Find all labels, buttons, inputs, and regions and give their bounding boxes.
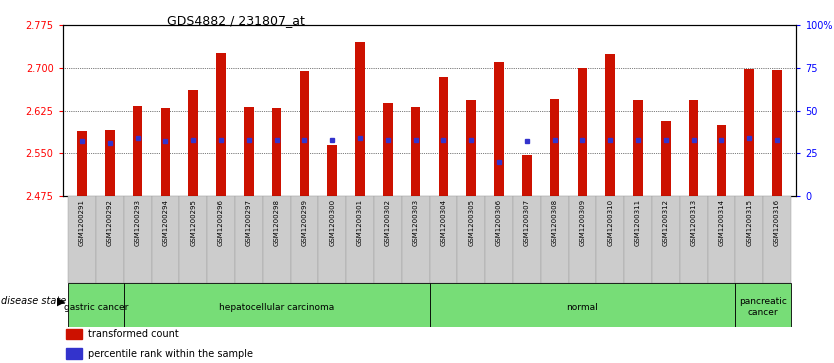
Bar	[605, 54, 615, 196]
Text: hepatocellular carcinoma: hepatocellular carcinoma	[219, 303, 334, 311]
Bar	[522, 155, 532, 196]
Text: GSM1200309: GSM1200309	[580, 199, 585, 246]
Bar	[346, 196, 374, 283]
Text: GSM1200299: GSM1200299	[301, 199, 308, 246]
Text: GSM1200298: GSM1200298	[274, 199, 279, 246]
Text: GSM1200303: GSM1200303	[413, 199, 419, 246]
Text: ▶: ▶	[57, 296, 65, 306]
Bar	[736, 283, 791, 327]
Text: GSM1200295: GSM1200295	[190, 199, 196, 245]
Bar	[661, 121, 671, 196]
Bar	[513, 196, 540, 283]
Bar	[66, 348, 83, 359]
Bar	[152, 196, 179, 283]
Text: pancreatic
cancer: pancreatic cancer	[739, 297, 787, 317]
Bar	[188, 90, 198, 196]
Text: GSM1200291: GSM1200291	[79, 199, 85, 246]
Bar	[216, 53, 226, 196]
Text: GSM1200305: GSM1200305	[468, 199, 475, 246]
Bar	[494, 62, 504, 196]
Bar	[402, 196, 430, 283]
Text: GSM1200307: GSM1200307	[524, 199, 530, 246]
Text: GSM1200315: GSM1200315	[746, 199, 752, 246]
Bar	[624, 196, 652, 283]
Bar	[763, 196, 791, 283]
Bar	[550, 99, 560, 196]
Bar	[319, 196, 346, 283]
Text: transformed count: transformed count	[88, 329, 179, 339]
Bar	[652, 196, 680, 283]
Text: GSM1200313: GSM1200313	[691, 199, 696, 246]
Text: gastric cancer: gastric cancer	[63, 303, 128, 311]
Text: GSM1200311: GSM1200311	[635, 199, 641, 246]
Bar	[410, 107, 420, 196]
Bar	[374, 196, 402, 283]
Bar	[299, 71, 309, 196]
Bar	[744, 69, 754, 196]
Bar	[540, 196, 569, 283]
Bar	[716, 125, 726, 196]
Bar	[383, 103, 393, 196]
Bar	[123, 283, 430, 327]
Bar	[457, 196, 485, 283]
Bar	[439, 77, 449, 196]
Text: GSM1200308: GSM1200308	[551, 199, 558, 246]
Bar	[179, 196, 207, 283]
Bar	[355, 42, 364, 196]
Bar	[577, 68, 587, 196]
Bar	[235, 196, 263, 283]
Bar	[596, 196, 624, 283]
Bar	[689, 101, 699, 196]
Bar	[68, 283, 123, 327]
Text: normal: normal	[566, 303, 598, 311]
Bar	[430, 283, 736, 327]
Text: GSM1200300: GSM1200300	[329, 199, 335, 246]
Bar	[485, 196, 513, 283]
Text: GSM1200304: GSM1200304	[440, 199, 446, 246]
Text: GSM1200301: GSM1200301	[357, 199, 363, 246]
Bar	[680, 196, 707, 283]
Bar	[96, 196, 123, 283]
Bar	[430, 196, 457, 283]
Text: GSM1200293: GSM1200293	[134, 199, 141, 246]
Bar	[66, 329, 83, 339]
Bar	[272, 108, 282, 196]
Text: GSM1200310: GSM1200310	[607, 199, 613, 246]
Bar	[466, 101, 476, 196]
Bar	[77, 131, 87, 196]
Text: GSM1200292: GSM1200292	[107, 199, 113, 245]
Text: GSM1200314: GSM1200314	[718, 199, 725, 246]
Bar	[569, 196, 596, 283]
Bar	[160, 109, 170, 196]
Bar	[207, 196, 235, 283]
Bar	[707, 196, 736, 283]
Text: GSM1200297: GSM1200297	[246, 199, 252, 246]
Bar	[133, 106, 143, 196]
Text: disease state: disease state	[1, 296, 66, 306]
Bar	[327, 145, 337, 196]
Text: GSM1200316: GSM1200316	[774, 199, 780, 246]
Bar	[105, 130, 114, 196]
Text: GDS4882 / 231807_at: GDS4882 / 231807_at	[167, 15, 304, 28]
Bar	[263, 196, 290, 283]
Text: GSM1200296: GSM1200296	[218, 199, 224, 246]
Text: GSM1200294: GSM1200294	[163, 199, 168, 245]
Bar	[68, 196, 96, 283]
Bar	[123, 196, 152, 283]
Text: GSM1200302: GSM1200302	[384, 199, 391, 246]
Bar	[244, 107, 254, 196]
Text: GSM1200312: GSM1200312	[663, 199, 669, 246]
Bar	[290, 196, 319, 283]
Bar	[736, 196, 763, 283]
Bar	[772, 70, 781, 196]
Bar	[633, 101, 643, 196]
Text: percentile rank within the sample: percentile rank within the sample	[88, 348, 254, 359]
Text: GSM1200306: GSM1200306	[496, 199, 502, 246]
